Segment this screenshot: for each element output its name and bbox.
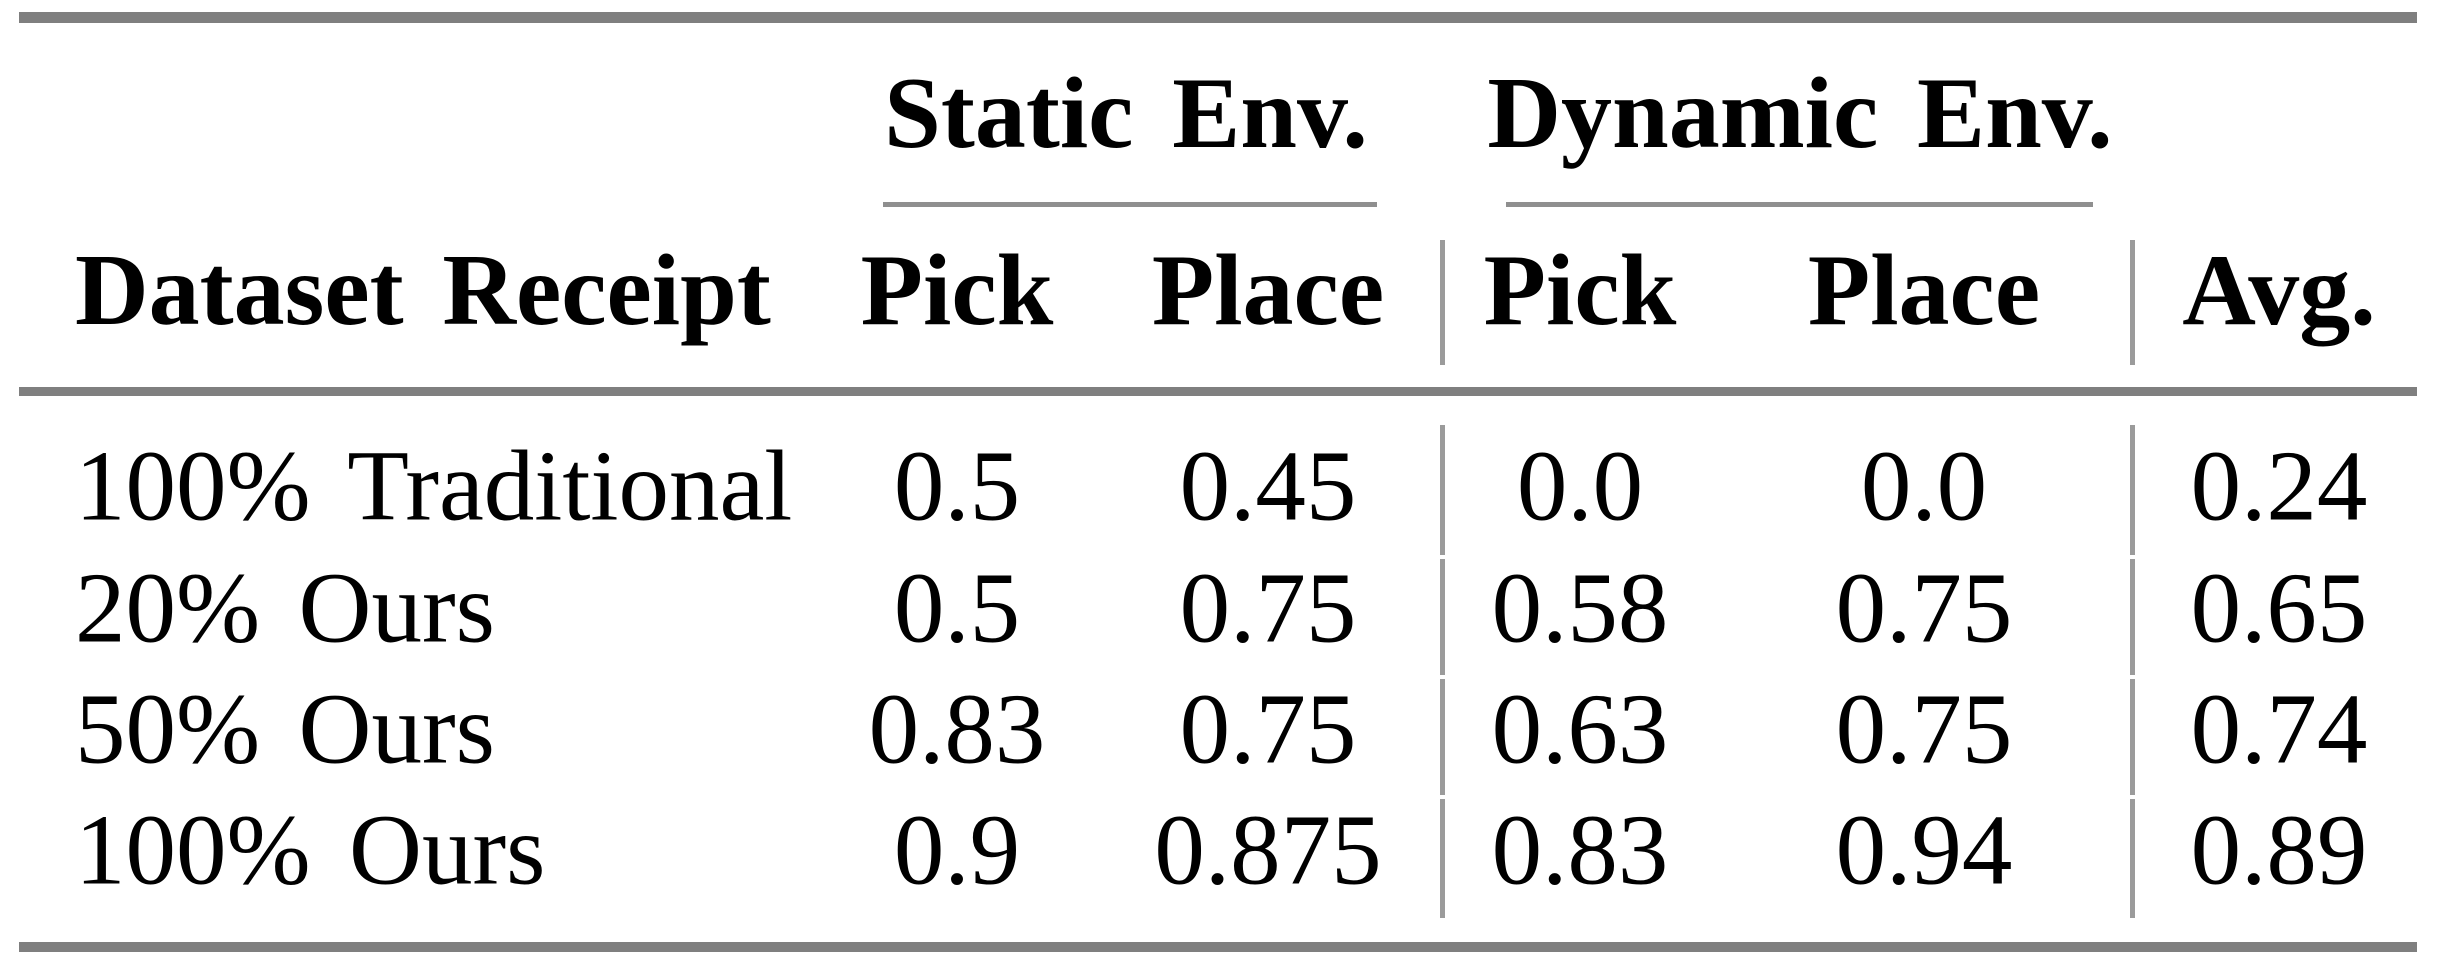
cell-static-place: 0.75 <box>1179 672 1357 785</box>
vertical-separator-1 <box>1440 559 1445 675</box>
cell-dynamic-pick: 0.63 <box>1491 672 1669 785</box>
cell-static-place: 0.45 <box>1179 429 1357 542</box>
row-label: 50% Ours <box>75 672 495 785</box>
group-header-dynamic-env: Dynamic Env. <box>1487 57 2113 170</box>
cell-static-pick: 0.5 <box>893 551 1021 664</box>
cell-dynamic-pick: 0.83 <box>1491 793 1669 906</box>
table-bottom-rule <box>19 942 2417 952</box>
column-header-dynamic-place: Place <box>1807 234 2041 347</box>
cell-static-place: 0.875 <box>1154 793 1382 906</box>
cell-avg: 0.74 <box>2190 672 2368 785</box>
cell-dynamic-pick: 0.0 <box>1516 429 1644 542</box>
table-header-rule <box>19 387 2417 396</box>
vertical-separator-2 <box>2130 559 2135 675</box>
row-label: 20% Ours <box>75 551 495 664</box>
vertical-separator-2 <box>2130 240 2135 365</box>
static-env-underline <box>883 202 1377 207</box>
column-header-static-place: Place <box>1151 234 1385 347</box>
vertical-separator-1 <box>1440 240 1445 365</box>
cell-static-place: 0.75 <box>1179 551 1357 664</box>
column-header-avg: Avg. <box>2182 234 2376 347</box>
cell-avg: 0.24 <box>2190 429 2368 542</box>
row-label: 100% Ours <box>75 793 546 906</box>
cell-dynamic-place: 0.94 <box>1835 793 2013 906</box>
cell-static-pick: 0.5 <box>893 429 1021 542</box>
cell-dynamic-place: 0.0 <box>1860 429 1988 542</box>
vertical-separator-1 <box>1440 425 1445 555</box>
column-header-static-pick: Pick <box>860 234 1054 347</box>
vertical-separator-2 <box>2130 679 2135 795</box>
cell-dynamic-place: 0.75 <box>1835 672 2013 785</box>
vertical-separator-2 <box>2130 425 2135 555</box>
vertical-separator-1 <box>1440 799 1445 918</box>
group-header-static-env: Static Env. <box>884 57 1368 170</box>
table-top-rule <box>19 12 2417 23</box>
cell-static-pick: 0.9 <box>893 793 1021 906</box>
vertical-separator-1 <box>1440 679 1445 795</box>
row-label: 100% Traditional <box>75 429 793 542</box>
cell-dynamic-pick: 0.58 <box>1491 551 1669 664</box>
cell-avg: 0.89 <box>2190 793 2368 906</box>
column-header-dataset-receipt: Dataset Receipt <box>75 234 771 347</box>
cell-avg: 0.65 <box>2190 551 2368 664</box>
cell-dynamic-place: 0.75 <box>1835 551 2013 664</box>
vertical-separator-2 <box>2130 799 2135 918</box>
dynamic-env-underline <box>1506 202 2093 207</box>
cell-static-pick: 0.83 <box>868 672 1046 785</box>
column-header-dynamic-pick: Pick <box>1483 234 1677 347</box>
